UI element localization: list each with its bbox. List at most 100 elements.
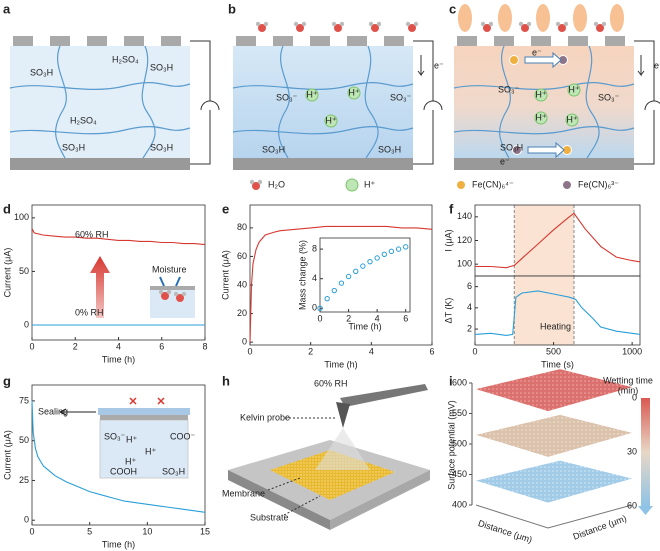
h2o-h xyxy=(166,289,172,295)
x-tick-label: 2 xyxy=(308,346,313,356)
series-line xyxy=(249,225,433,343)
y-axis-label: ΔT (K) xyxy=(443,298,453,324)
base-frame xyxy=(475,504,633,529)
x-tick-label: 0 xyxy=(247,346,252,356)
x-tick-label: 0 xyxy=(29,341,34,351)
proton xyxy=(347,86,361,100)
probe-field xyxy=(315,428,370,470)
panel-label: g xyxy=(3,373,11,388)
h2o-h xyxy=(480,21,486,27)
plot-frame xyxy=(474,275,641,346)
bottom-electrode xyxy=(233,158,413,170)
label: H⁺ xyxy=(566,114,577,124)
polymer-chain xyxy=(499,45,511,159)
fe-ion xyxy=(509,55,519,65)
label: Heating xyxy=(540,321,571,331)
series-line xyxy=(31,228,206,246)
x-tick-label: 8 xyxy=(202,341,207,351)
label: SO₃⁻ xyxy=(104,431,126,441)
x-tick-label: 10 xyxy=(142,526,152,536)
label: COO⁻ xyxy=(170,431,196,441)
x-tick-label: 500 xyxy=(546,346,561,356)
label: H⁺ xyxy=(126,434,137,444)
h2o-o xyxy=(596,24,604,32)
point xyxy=(367,258,373,265)
legend-entry: Fe(CN)₆³⁻ xyxy=(578,179,619,189)
label: 60% RH xyxy=(75,229,109,239)
x-tick-label: 0 xyxy=(317,313,322,323)
colorbar xyxy=(641,398,650,506)
electrode-block xyxy=(236,36,256,46)
x-tick-label: 4 xyxy=(369,346,374,356)
fe-ion xyxy=(456,180,466,190)
point xyxy=(381,251,387,257)
y-tick-label: 6 xyxy=(467,281,472,291)
legend-entry: H₂O xyxy=(268,179,285,189)
h2o-h xyxy=(526,21,532,27)
probe-tip xyxy=(336,402,350,428)
colorbar-tick-label: 30 xyxy=(627,446,637,456)
panel-label: a xyxy=(3,1,11,16)
polymer-chain xyxy=(232,126,414,135)
point xyxy=(345,273,352,280)
colorbar-arrow xyxy=(638,506,653,515)
electrode-block xyxy=(124,36,144,46)
label: H₂SO₄ xyxy=(70,115,97,125)
h2o-h xyxy=(293,21,299,27)
x-tick-label: 2 xyxy=(73,341,78,351)
polymer-chain xyxy=(9,126,191,135)
heat xyxy=(498,4,512,32)
probe xyxy=(340,384,428,407)
proton xyxy=(345,178,359,192)
electrode-block xyxy=(531,36,551,46)
x-axis-label: Time (h) xyxy=(324,359,357,369)
colorbar-title: (min) xyxy=(618,385,639,395)
substrate-side xyxy=(330,470,430,530)
x-axis-label: Time (s) xyxy=(541,359,574,369)
inset-electrode xyxy=(100,415,188,420)
arrow xyxy=(527,141,565,159)
membrane xyxy=(454,46,634,158)
proton xyxy=(534,111,548,125)
y-tick-label: 80 xyxy=(237,222,247,232)
panel-label: c xyxy=(449,1,456,16)
h2o-h xyxy=(376,21,382,27)
proton xyxy=(567,83,581,97)
e-arrow xyxy=(417,55,425,77)
x-tick-label: 5 xyxy=(87,526,92,536)
electrode-block xyxy=(347,36,367,46)
inset-cell xyxy=(150,290,195,318)
meter xyxy=(423,100,443,111)
polymer-chain xyxy=(9,82,191,90)
series-line xyxy=(474,290,641,336)
y-tick-label: 0 xyxy=(24,515,29,525)
h2o-o xyxy=(558,24,566,32)
membrane xyxy=(10,46,190,158)
series-line xyxy=(31,400,206,513)
y-tick-label: 8 xyxy=(312,243,317,253)
highlight-span xyxy=(514,276,574,345)
panel-label: i xyxy=(449,373,453,388)
potential-layer xyxy=(476,414,632,457)
h2o-h xyxy=(563,21,569,27)
point xyxy=(360,263,366,269)
y-tick-label: 40 xyxy=(237,279,247,289)
heat xyxy=(458,4,472,32)
electrode-block xyxy=(161,36,181,46)
label: e⁻ xyxy=(654,60,660,70)
h2o-h xyxy=(601,21,607,27)
label: SO₃H xyxy=(150,142,173,152)
h2o-o xyxy=(408,24,416,32)
plot-frame xyxy=(31,384,206,526)
highlight-span xyxy=(514,205,574,276)
h2o-o xyxy=(521,24,529,32)
h2o-h xyxy=(405,21,411,27)
electrode-block xyxy=(50,36,70,46)
h2o-h xyxy=(173,291,179,297)
proton xyxy=(324,114,338,128)
electrode-block xyxy=(457,36,477,46)
point xyxy=(317,305,323,311)
y-tick-label: 25 xyxy=(19,475,29,485)
leader xyxy=(267,417,336,516)
h2o-h xyxy=(593,21,599,27)
